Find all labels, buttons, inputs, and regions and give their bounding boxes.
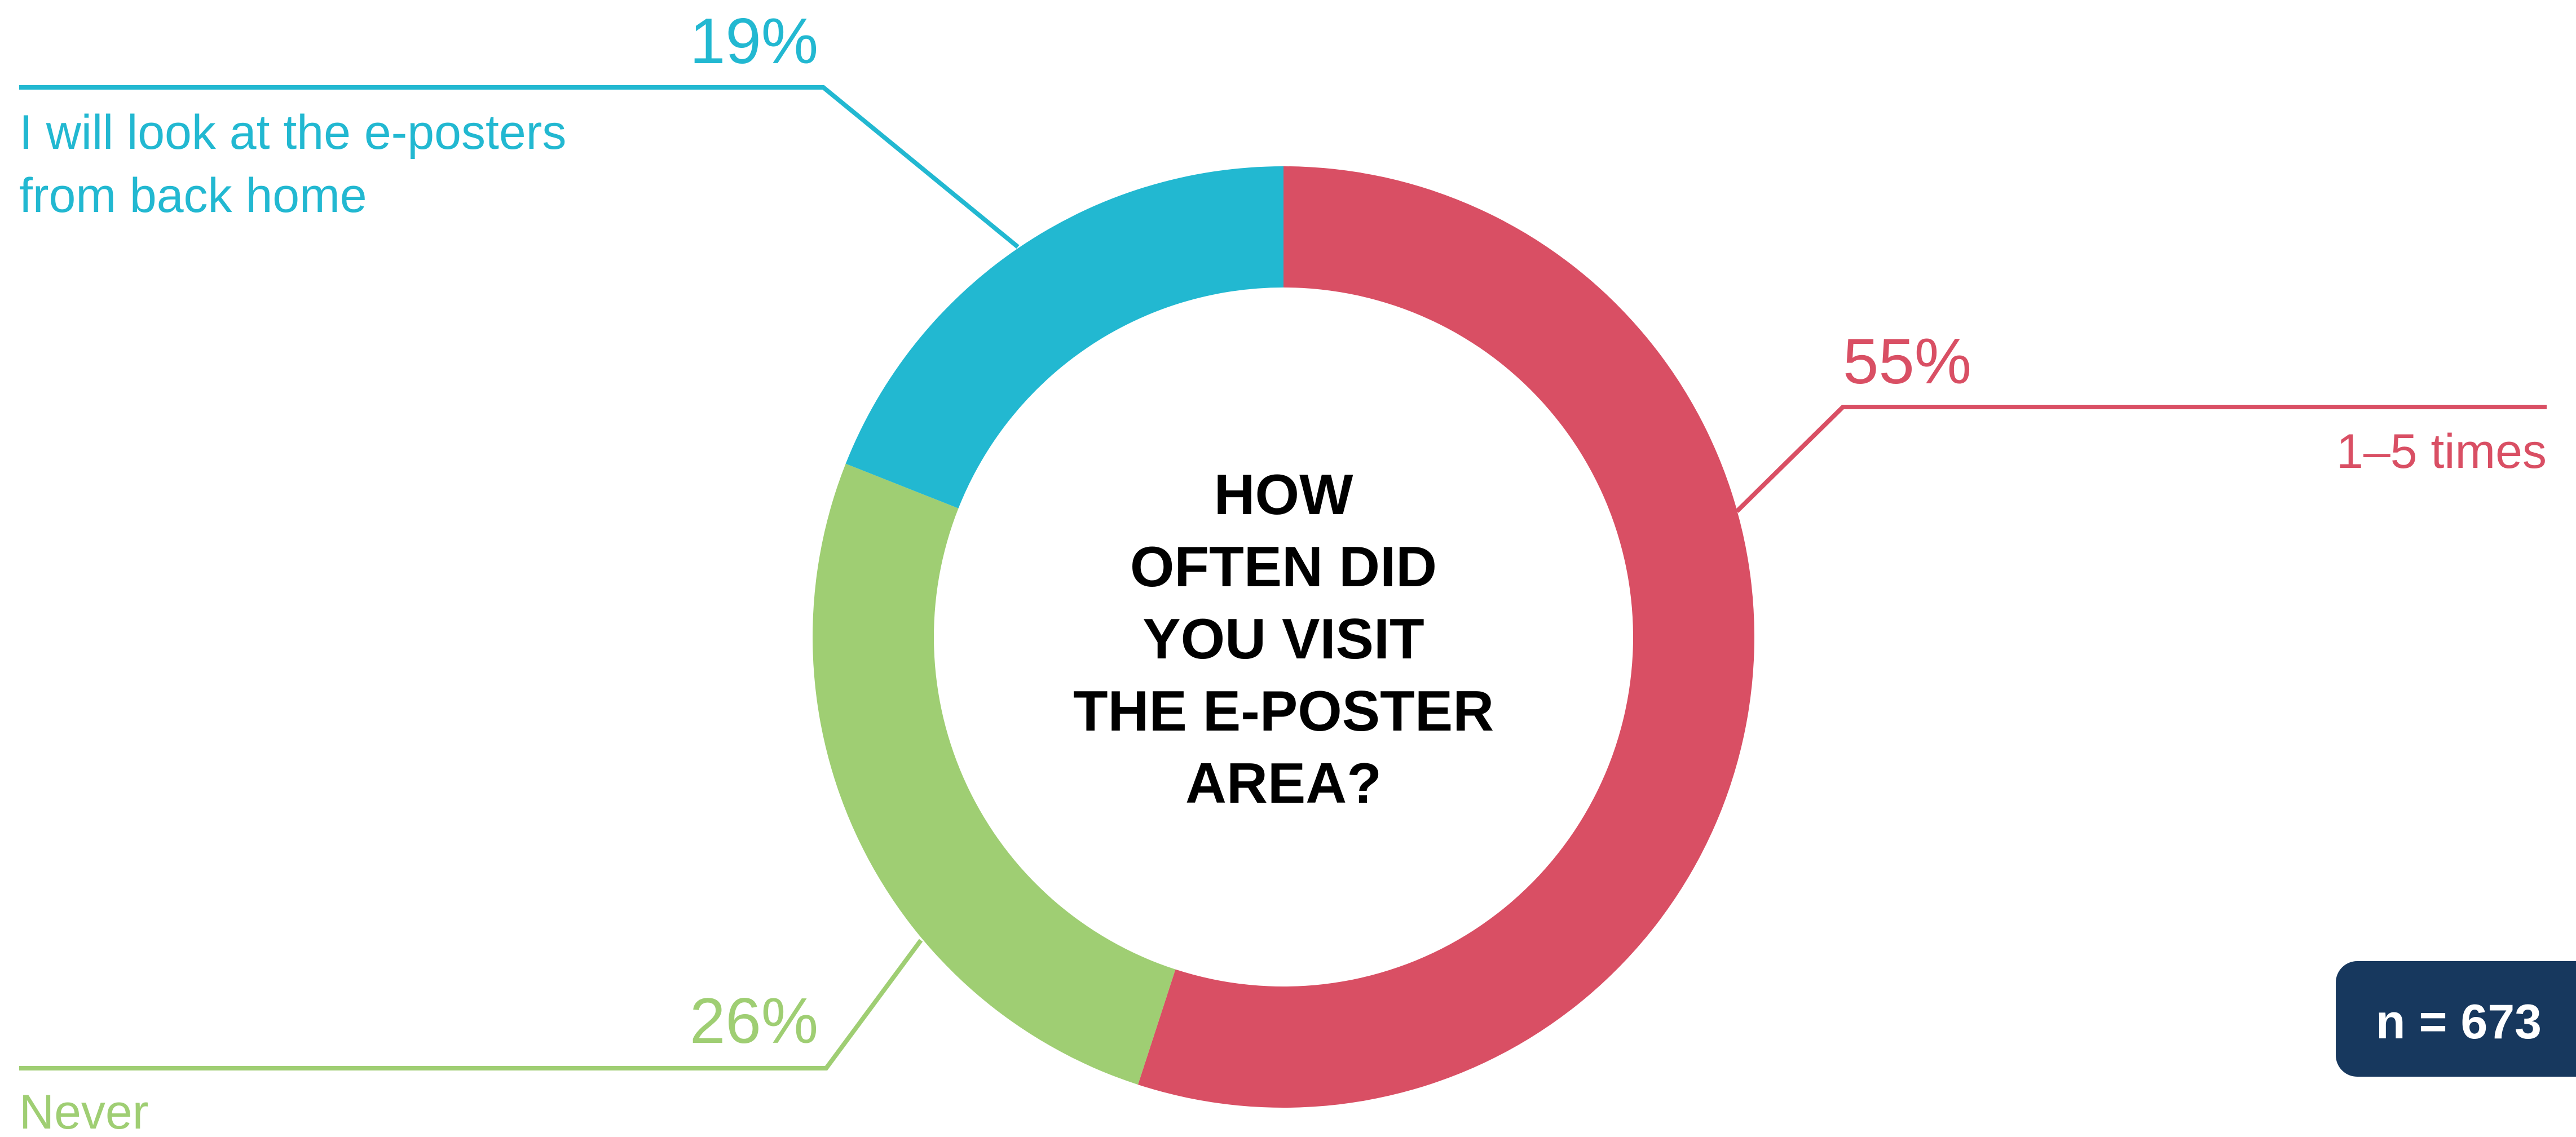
donut-segment-back-home	[845, 166, 1283, 508]
leader-lines	[19, 85, 2547, 1070]
sample-size-label: n = 673	[2376, 995, 2542, 1049]
center-title-line-3: YOU VISIT	[1143, 608, 1424, 671]
center-title-line-1: HOW	[1214, 463, 1354, 527]
sample-size-badge-background	[2336, 961, 2576, 1077]
category-label-back-home-line-2: from back home	[19, 169, 367, 223]
value-label-1-5-times: 55%	[1843, 326, 1971, 397]
value-label-never: 26%	[690, 985, 818, 1057]
center-title: HOW OFTEN DID YOU VISIT THE E-POSTER ARE…	[1073, 463, 1494, 815]
sample-size-badge: n = 673	[2336, 961, 2576, 1077]
donut-segment-never	[813, 463, 1176, 1085]
donut-segment-1-5-times	[1137, 166, 1754, 1108]
center-title-line-2: OFTEN DID	[1130, 536, 1437, 599]
segment-label-back-home: 19% I will look at the e-posters from ba…	[19, 6, 818, 223]
segment-label-never: 26% Never	[19, 985, 818, 1137]
category-label-back-home-line-1: I will look at the e-posters	[19, 105, 566, 160]
leader-line-1-5-times	[1735, 405, 2547, 513]
category-label-1-5-times: 1–5 times	[2336, 424, 2547, 479]
leader-line-back-home	[19, 85, 1020, 249]
category-label-never: Never	[19, 1085, 148, 1137]
center-title-line-5: AREA?	[1185, 752, 1382, 815]
segment-label-1-5-times: 55% 1–5 times	[1843, 326, 2547, 479]
leader-line-never	[19, 939, 923, 1070]
value-label-back-home: 19%	[690, 6, 818, 77]
donut-segments	[813, 166, 1754, 1108]
center-title-line-4: THE E-POSTER	[1073, 680, 1494, 743]
